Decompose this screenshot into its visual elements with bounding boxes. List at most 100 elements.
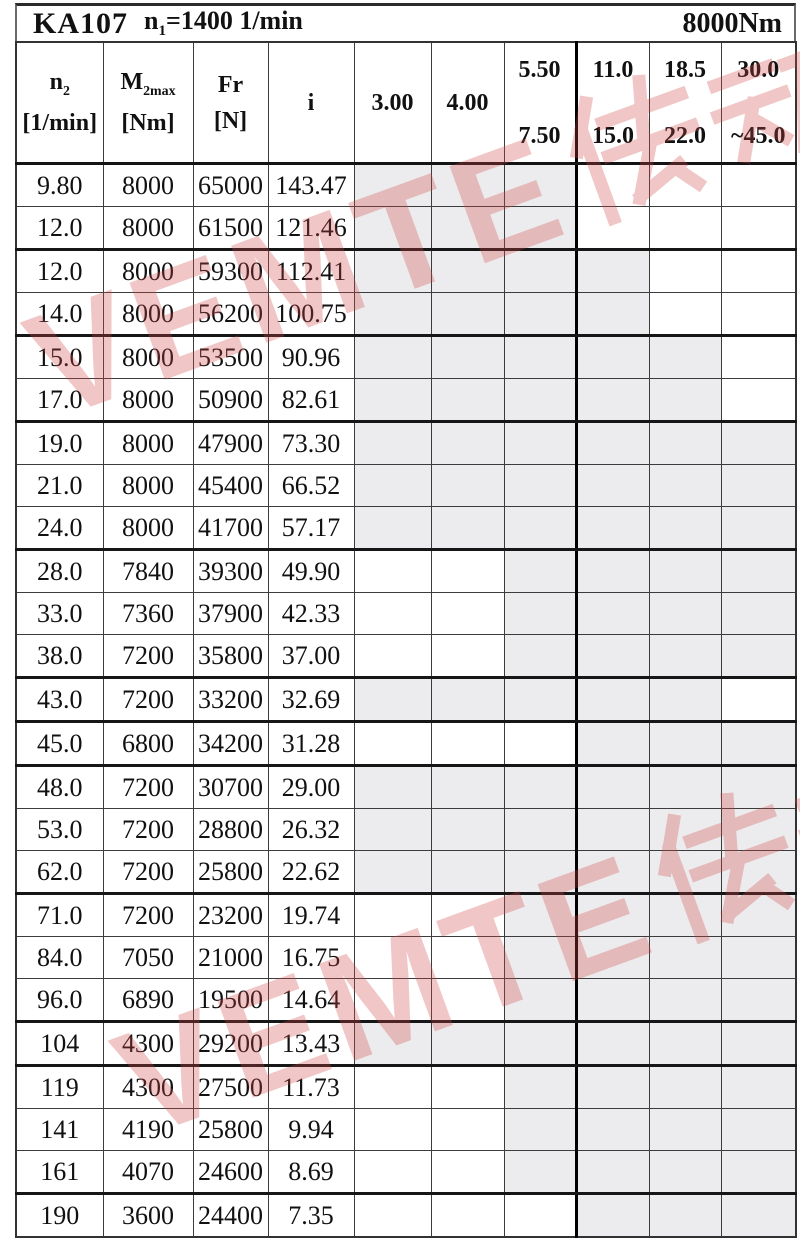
- ratio-availability-cell: [575, 421, 650, 465]
- ratio-availability-cell: [353, 464, 432, 507]
- ratio-availability-cell: [430, 421, 505, 465]
- i-cell: 11.73: [267, 1065, 355, 1109]
- fr-cell: 59300: [192, 249, 269, 293]
- m2max-cell: 7840: [102, 549, 194, 593]
- input-speed-label: n1=1400 1/min: [144, 6, 303, 40]
- ratio-availability-cell: [648, 1065, 722, 1109]
- ratio-availability-cell: [575, 1193, 650, 1238]
- ratio-availability-cell: [353, 378, 432, 423]
- n2-cell: 38.0: [15, 634, 104, 679]
- ratio-availability-cell: [430, 549, 505, 593]
- table-header: n2 [1/min] M2max [Nm] Fr [N] i 3.00 4.00 5.50 7.50…: [15, 41, 797, 165]
- ratio-availability-cell: [503, 1065, 578, 1109]
- ratio-availability-cell: [503, 1021, 578, 1067]
- ratio-availability-cell: [353, 549, 432, 593]
- n2-cell: 14.0: [15, 292, 104, 337]
- i-cell: 57.17: [267, 506, 355, 551]
- i-cell: 49.90: [267, 549, 355, 593]
- ratio-availability-cell: [430, 292, 505, 337]
- ratio-availability-cell: [503, 677, 578, 723]
- ratio-availability-cell: [648, 206, 722, 251]
- ratio-availability-cell: [353, 850, 432, 895]
- i-cell: 13.43: [267, 1021, 355, 1067]
- i-cell: 73.30: [267, 421, 355, 465]
- ratio-availability-cell: [353, 978, 432, 1023]
- ratio-availability-cell: [575, 1108, 650, 1151]
- ratio-availability-cell: [720, 421, 797, 465]
- ratio-availability-cell: [720, 592, 797, 635]
- ratio-availability-cell: [503, 721, 578, 767]
- ratio-availability-cell: [648, 893, 722, 937]
- m2max-cell: 7200: [102, 677, 194, 723]
- m2max-cell: 7200: [102, 850, 194, 895]
- ratio-availability-cell: [648, 721, 722, 767]
- fr-cell: 61500: [192, 206, 269, 251]
- m2max-cell: 8000: [102, 163, 194, 207]
- ratio-availability-cell: [353, 335, 432, 379]
- n2-cell: 84.0: [15, 936, 104, 979]
- fr-cell: 45400: [192, 464, 269, 507]
- table-row: 14.0 8000 56200 100.75: [15, 292, 797, 337]
- ratio-availability-cell: [575, 506, 650, 551]
- ratio-availability-cell: [503, 850, 578, 895]
- m2max-cell: 7360: [102, 592, 194, 635]
- ratio-availability-cell: [648, 808, 722, 851]
- table-row: 96.0 6890 19500 14.64: [15, 978, 797, 1023]
- table-body: 9.80 8000 65000 143.47 12.0 8000 61500 121.46 12…: [15, 163, 797, 1238]
- ratio-availability-cell: [353, 292, 432, 337]
- fr-cell: 21000: [192, 936, 269, 979]
- ratio-availability-cell: [648, 765, 722, 809]
- m2max-cell: 4190: [102, 1108, 194, 1151]
- ratio-header-cell: 11.0 15.0: [575, 41, 650, 165]
- m2max-cell: 4070: [102, 1150, 194, 1195]
- i-cell: 90.96: [267, 335, 355, 379]
- table-row: 141 4190 25800 9.94: [15, 1108, 797, 1151]
- param-header-cell: n2 [1/min]: [15, 41, 104, 165]
- ratio-availability-cell: [720, 249, 797, 293]
- ratio-availability-cell: [575, 249, 650, 293]
- n2-cell: 45.0: [15, 721, 104, 767]
- ratio-availability-cell: [648, 592, 722, 635]
- ratio-availability-cell: [353, 1065, 432, 1109]
- ratio-availability-cell: [575, 634, 650, 679]
- ratio-availability-cell: [430, 850, 505, 895]
- ratio-availability-cell: [353, 677, 432, 723]
- ratio-availability-cell: [575, 335, 650, 379]
- i-cell: 82.61: [267, 378, 355, 423]
- ratio-availability-cell: [503, 978, 578, 1023]
- ratio-header-cell: 5.50 7.50: [503, 41, 578, 165]
- ratio-availability-cell: [720, 634, 797, 679]
- ratio-availability-cell: [430, 936, 505, 979]
- ratio-availability-cell: [430, 1021, 505, 1067]
- table-row: 45.0 6800 34200 31.28: [15, 721, 797, 767]
- model-label: KA107: [33, 6, 128, 40]
- ratio-availability-cell: [648, 850, 722, 895]
- ratio-availability-cell: [575, 850, 650, 895]
- fr-cell: 27500: [192, 1065, 269, 1109]
- table-row: 21.0 8000 45400 66.52: [15, 464, 797, 507]
- ratio-availability-cell: [503, 464, 578, 507]
- n2-cell: 104: [15, 1021, 104, 1067]
- i-cell: 143.47: [267, 163, 355, 207]
- ratio-availability-cell: [575, 163, 650, 207]
- ratio-availability-cell: [648, 378, 722, 423]
- ratio-availability-cell: [575, 721, 650, 767]
- ratio-availability-cell: [575, 765, 650, 809]
- m2max-cell: 8000: [102, 506, 194, 551]
- table-row: 19.0 8000 47900 73.30: [15, 421, 797, 465]
- spec-table: n2 [1/min] M2max [Nm] Fr [N] i 3.00 4.00 5.50 7.50…: [15, 41, 797, 1238]
- ratio-availability-cell: [720, 378, 797, 423]
- table-row: 161 4070 24600 8.69: [15, 1150, 797, 1195]
- table-row: 84.0 7050 21000 16.75: [15, 936, 797, 979]
- ratio-availability-cell: [430, 506, 505, 551]
- i-cell: 9.94: [267, 1108, 355, 1151]
- header-row: n2 [1/min] M2max [Nm] Fr [N] i 3.00 4.00 5.50 7.50…: [15, 41, 797, 165]
- n2-cell: 161: [15, 1150, 104, 1195]
- ratio-availability-cell: [720, 677, 797, 723]
- fr-cell: 30700: [192, 765, 269, 809]
- i-cell: 100.75: [267, 292, 355, 337]
- table-row: 48.0 7200 30700 29.00: [15, 765, 797, 809]
- ratio-availability-cell: [503, 206, 578, 251]
- i-cell: 8.69: [267, 1150, 355, 1195]
- ratio-availability-cell: [503, 893, 578, 937]
